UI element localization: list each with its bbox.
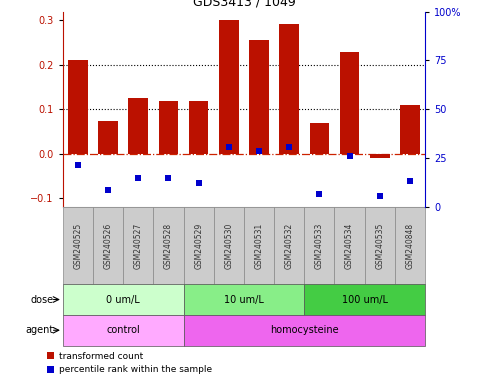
Point xyxy=(195,180,202,186)
Text: 100 um/L: 100 um/L xyxy=(341,295,388,305)
Point xyxy=(376,193,384,199)
Bar xyxy=(158,101,178,154)
Bar xyxy=(395,207,425,284)
Bar xyxy=(189,101,209,154)
Bar xyxy=(184,315,425,346)
Bar xyxy=(370,154,390,158)
Bar xyxy=(68,61,88,154)
Text: GSM240526: GSM240526 xyxy=(103,223,113,269)
Text: 10 um/L: 10 um/L xyxy=(224,295,264,305)
Bar xyxy=(154,207,184,284)
Text: homocysteine: homocysteine xyxy=(270,325,339,335)
Legend: transformed count, percentile rank within the sample: transformed count, percentile rank withi… xyxy=(43,348,215,378)
Bar xyxy=(310,123,329,154)
Text: GSM240525: GSM240525 xyxy=(73,223,83,269)
Title: GDS3413 / 1049: GDS3413 / 1049 xyxy=(193,0,295,9)
Bar xyxy=(274,207,304,284)
Bar xyxy=(365,207,395,284)
Text: GSM240527: GSM240527 xyxy=(134,223,143,269)
Text: GSM240534: GSM240534 xyxy=(345,223,354,269)
Point xyxy=(346,153,354,159)
Point xyxy=(255,148,263,154)
Bar xyxy=(304,284,425,315)
Point xyxy=(74,162,82,168)
Text: GSM240529: GSM240529 xyxy=(194,223,203,269)
Bar xyxy=(219,20,239,154)
Text: GSM240530: GSM240530 xyxy=(224,223,233,269)
Bar xyxy=(123,207,154,284)
Bar xyxy=(93,207,123,284)
Text: control: control xyxy=(106,325,140,335)
Text: GSM240528: GSM240528 xyxy=(164,223,173,269)
Bar xyxy=(98,121,118,154)
Text: GSM240531: GSM240531 xyxy=(255,223,264,269)
Bar xyxy=(340,51,359,154)
Text: GSM240535: GSM240535 xyxy=(375,223,384,269)
Bar xyxy=(63,207,93,284)
Bar xyxy=(63,315,184,346)
Text: 0 um/L: 0 um/L xyxy=(106,295,140,305)
Point xyxy=(315,191,323,197)
Bar xyxy=(400,105,420,154)
Point xyxy=(406,177,414,184)
Text: GSM240532: GSM240532 xyxy=(284,223,294,269)
Bar xyxy=(244,207,274,284)
Bar xyxy=(128,98,148,154)
Point xyxy=(104,187,112,193)
Bar xyxy=(304,207,334,284)
Text: dose: dose xyxy=(30,295,53,305)
Text: agent: agent xyxy=(25,325,53,335)
Bar xyxy=(249,40,269,154)
Bar xyxy=(279,23,299,154)
Bar xyxy=(63,284,184,315)
Bar xyxy=(184,284,304,315)
Point xyxy=(285,144,293,151)
Point xyxy=(165,175,172,182)
Text: GSM240533: GSM240533 xyxy=(315,223,324,269)
Bar xyxy=(334,207,365,284)
Point xyxy=(134,175,142,182)
Text: GSM240848: GSM240848 xyxy=(405,223,414,269)
Point xyxy=(225,144,233,151)
Bar xyxy=(184,207,213,284)
Bar xyxy=(213,207,244,284)
